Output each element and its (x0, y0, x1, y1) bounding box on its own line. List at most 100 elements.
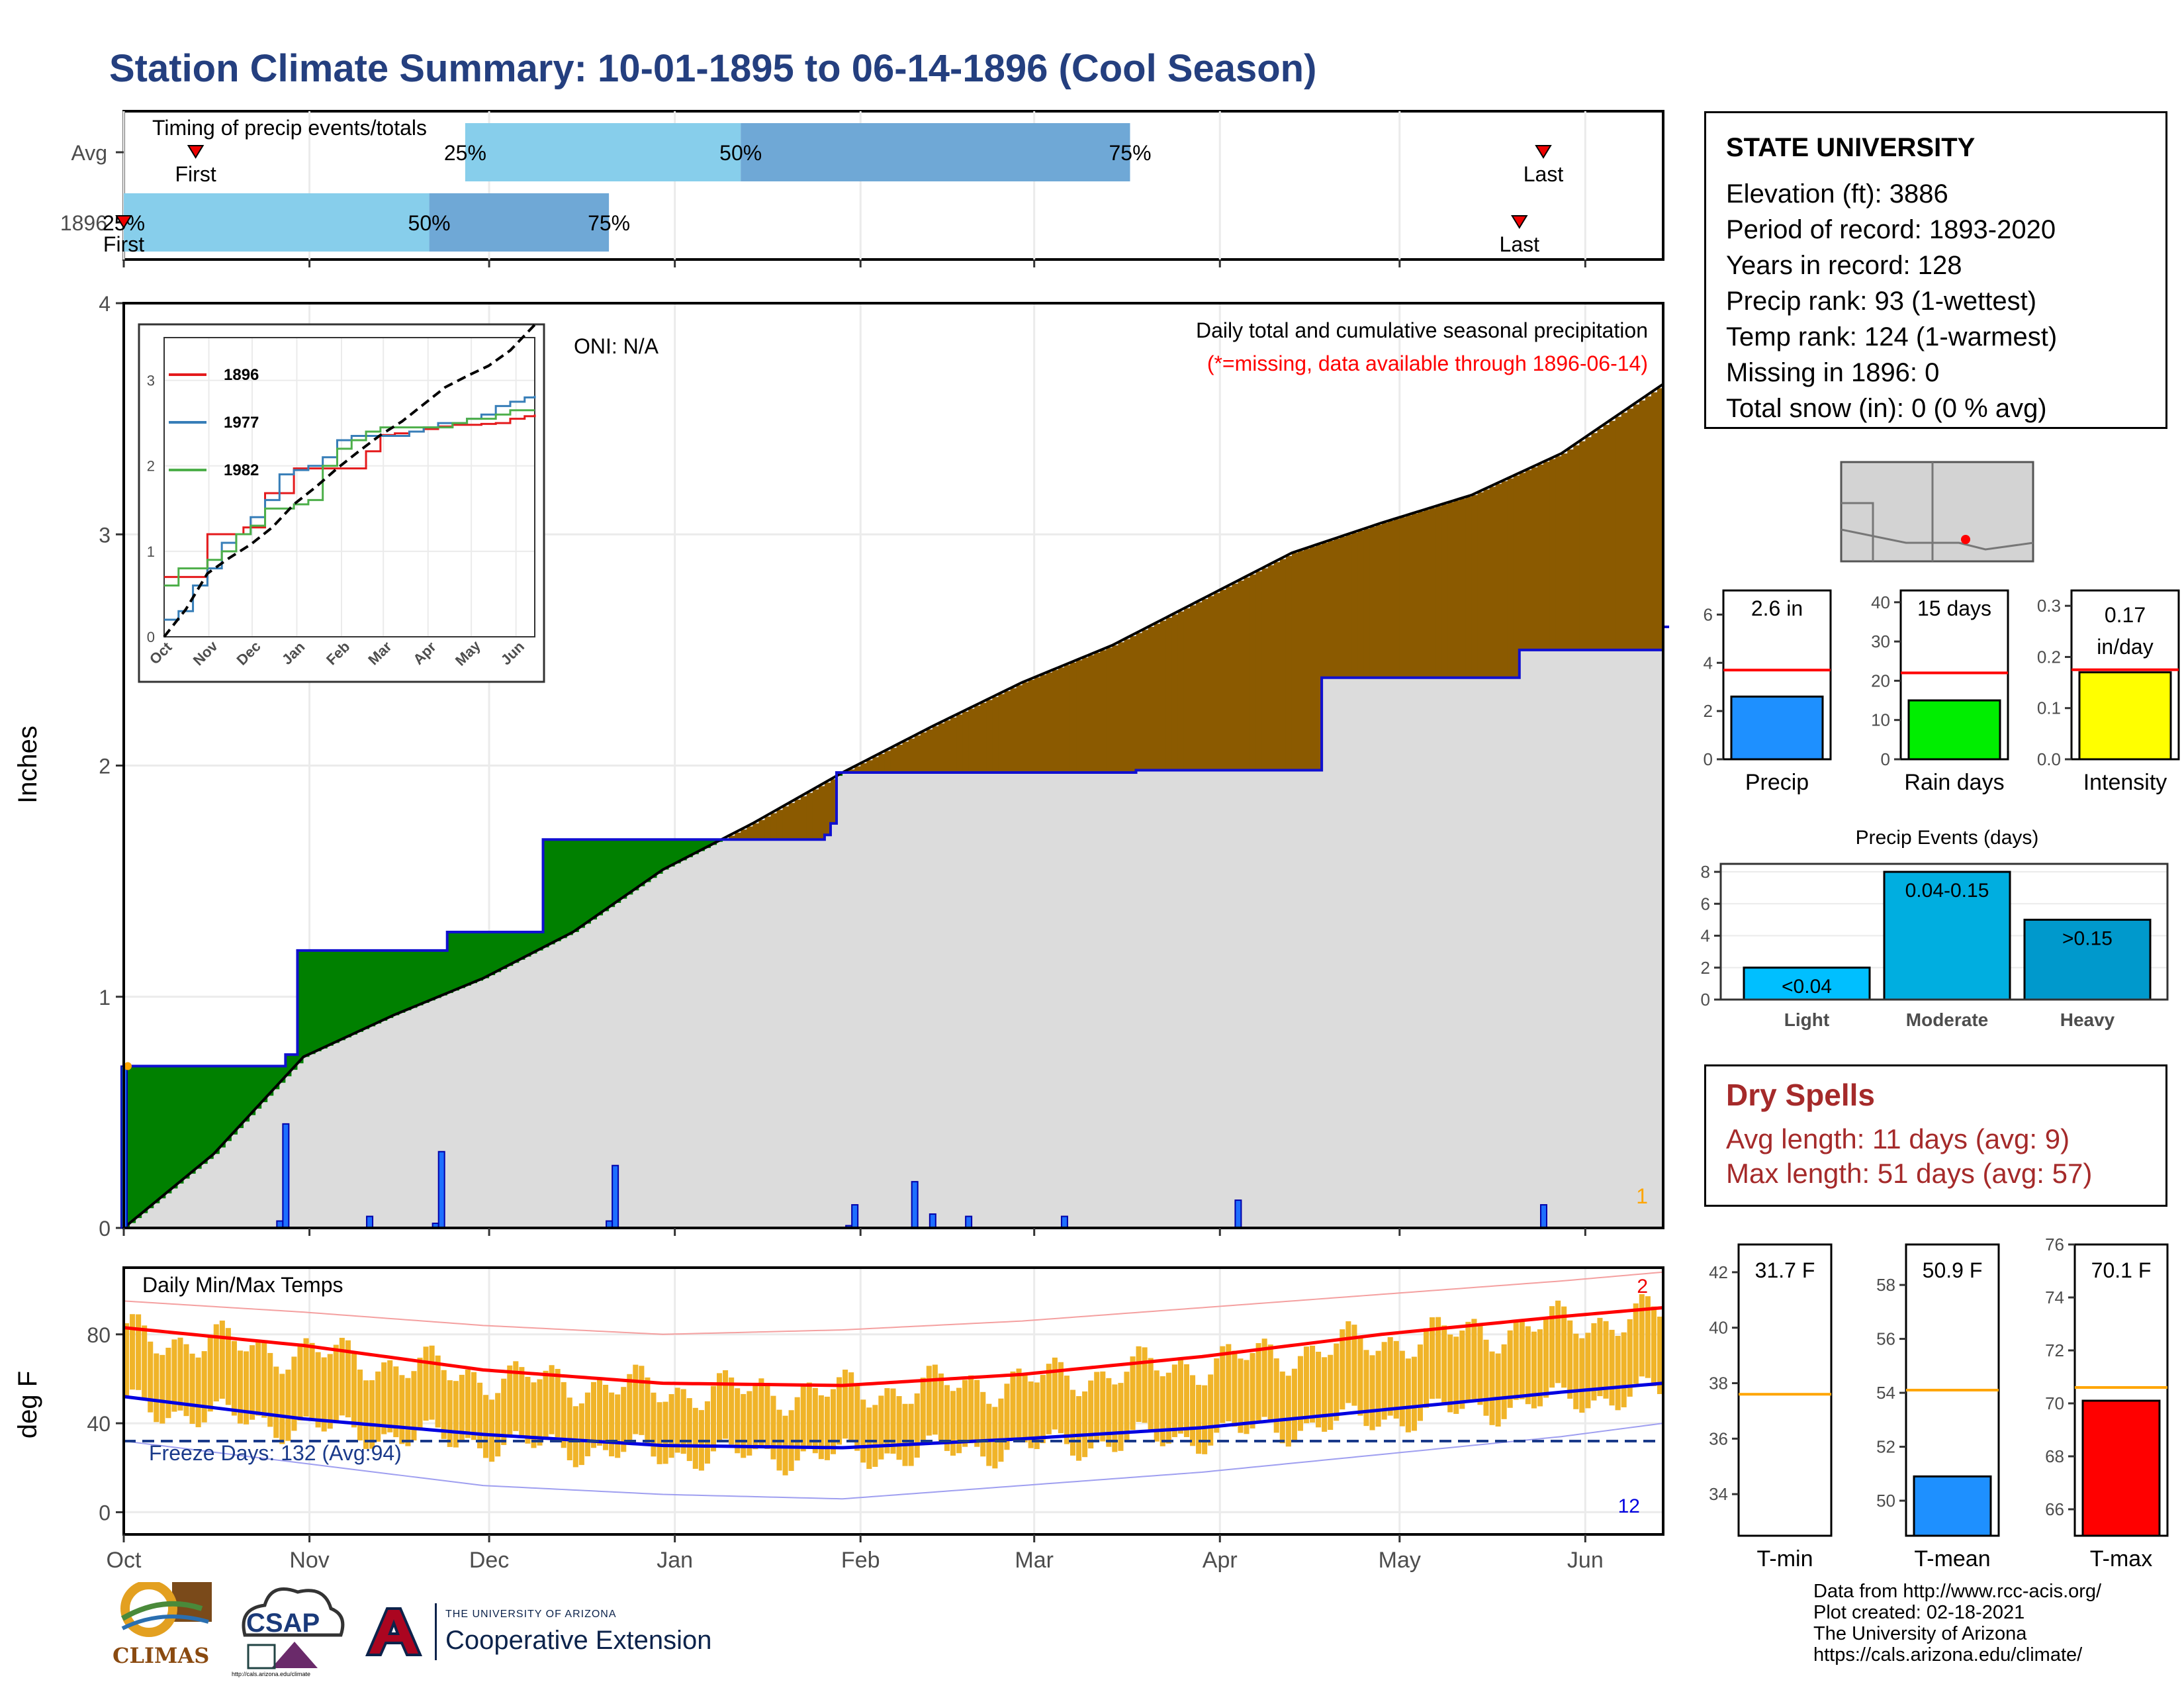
daily-temp-bar (381, 1362, 387, 1434)
deficit-area (1328, 541, 1334, 678)
average-min-line (123, 1382, 1664, 1450)
daily-temp-bar (495, 1393, 501, 1457)
cumulative-area-base (1244, 770, 1251, 1228)
tmin-tick-label: 36 (1709, 1429, 1728, 1448)
timing-band-50-75 (429, 193, 610, 252)
daily-temp-bar (1459, 1330, 1465, 1409)
deficit-area (1106, 647, 1113, 773)
cumulative-area-base (1064, 772, 1071, 1228)
dry-spells-title: Dry Spells (1726, 1078, 1875, 1112)
cumulative-area-base (752, 839, 759, 1228)
deficit-area (962, 712, 969, 773)
deficit-area (1435, 506, 1442, 678)
timing-row-label: Avg (71, 141, 107, 165)
station-period: Period of record: 1893-2020 (1726, 215, 2056, 244)
cumulative-area-base (183, 1178, 191, 1228)
cumulative-area-base (495, 972, 502, 1228)
surplus-area (555, 839, 562, 941)
cumulative-area-base (1177, 770, 1185, 1228)
cumulative-area-base (1046, 772, 1053, 1228)
cumulative-area-base (1651, 649, 1658, 1228)
deficit-area (1423, 510, 1430, 678)
cumulative-area-base (735, 839, 741, 1228)
deficit-area (890, 747, 897, 773)
cumulative-area-base (962, 772, 969, 1228)
cumulative-area-base (1405, 677, 1412, 1228)
cumulative-area-base (1615, 649, 1622, 1228)
inset-plot-frame (163, 337, 535, 637)
surplus-area (255, 1066, 262, 1109)
daily-temp-bar (645, 1377, 651, 1444)
daily-temp-bar (1100, 1371, 1106, 1442)
timing-pct-75: 75% (1109, 141, 1151, 165)
daily-temp-bar (1316, 1352, 1322, 1428)
daily-temp-bar (1334, 1343, 1340, 1421)
daily-temp-bar (1507, 1330, 1513, 1408)
deficit-area (1214, 592, 1220, 771)
daily-temp-bar (1657, 1316, 1662, 1394)
daily-temp-bar (1465, 1321, 1471, 1402)
surplus-area (609, 839, 615, 908)
temp-y-tick-label: 80 (87, 1323, 111, 1347)
deficit-area (788, 803, 796, 840)
daily-temp-bar (1393, 1340, 1399, 1419)
cumulative-area-base (501, 968, 508, 1228)
daily-temp-bar (1238, 1358, 1244, 1433)
cumulative-area-base (1459, 677, 1466, 1228)
inset-legend-label: 1982 (224, 461, 259, 479)
cumulative-area-base (890, 772, 897, 1228)
surplus-area (381, 950, 388, 1021)
daily-temp-bar (273, 1366, 279, 1438)
main-ylabel: Inches (13, 726, 42, 804)
cumulative-area-base (1255, 770, 1263, 1228)
timing-marker-first (187, 145, 205, 159)
surplus-area (645, 839, 652, 882)
cumulative-area-base (812, 839, 819, 1228)
cumulative-area-base (315, 1051, 322, 1228)
cumulative-area-base (1118, 772, 1125, 1228)
daily-temp-bar (1310, 1345, 1316, 1423)
daily-temp-bar (1052, 1357, 1058, 1430)
daily-temp-bar (1261, 1338, 1267, 1417)
deficit-area (1010, 688, 1017, 773)
cumulative-area-base (387, 1017, 394, 1228)
daily-temp-bar (998, 1398, 1004, 1462)
daily-temp-bar (578, 1403, 584, 1466)
surplus-area (621, 839, 627, 899)
daily-temp-bar (1171, 1364, 1177, 1438)
surplus-area (231, 1066, 238, 1135)
daily-temp-bar (1208, 1374, 1214, 1446)
surplus-area (459, 931, 466, 988)
cumulative-area-base (584, 923, 592, 1228)
daily-temp-bar (1603, 1321, 1609, 1399)
daily-temp-bar (345, 1340, 351, 1418)
deficit-area (824, 782, 831, 835)
cumulative-area-base (237, 1128, 244, 1228)
surplus-area (250, 1066, 256, 1115)
cumulative-area-base (1351, 677, 1359, 1228)
daily-temp-bar (279, 1374, 285, 1444)
daily-temp-bar (1591, 1323, 1597, 1401)
daily-temp-bar (854, 1385, 860, 1451)
daily-temp-bar (1639, 1294, 1645, 1377)
surplus-area (363, 950, 370, 1029)
deficit-area (830, 779, 837, 823)
deficit-area (1082, 657, 1089, 773)
cumulative-area-base (1567, 649, 1574, 1228)
daily-temp-bar (177, 1337, 183, 1411)
daily-temp-bar (561, 1382, 567, 1448)
cumulative-area-base (531, 953, 538, 1228)
daily-temp-bar (483, 1395, 489, 1458)
daily-precip-bar (282, 1123, 290, 1229)
daily-temp-bar (417, 1358, 423, 1430)
surplus-area (327, 950, 334, 1046)
daily-temp-bar (1064, 1376, 1069, 1444)
surplus-area (435, 950, 442, 998)
deficit-area (1657, 388, 1664, 650)
daily-temp-bar (1082, 1391, 1088, 1458)
cumulative-area-base (1160, 770, 1167, 1228)
cumulative-area-base (1399, 677, 1406, 1228)
station-years: Years in record: 128 (1726, 251, 1962, 280)
deficit-area (1130, 635, 1137, 773)
temp-y-tick-label: 0 (99, 1501, 111, 1524)
